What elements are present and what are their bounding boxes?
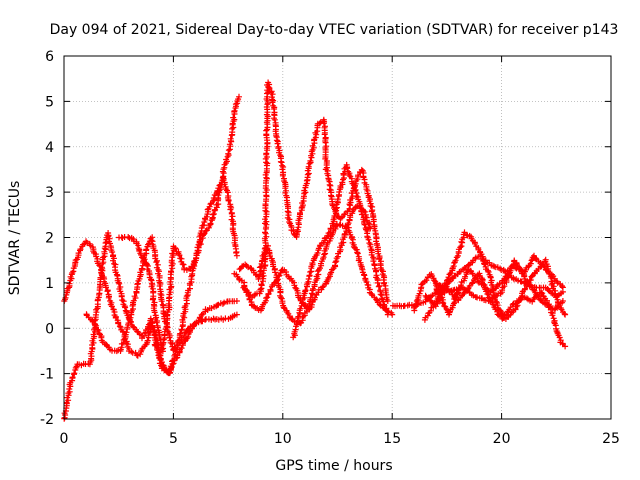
grid [64, 56, 611, 419]
series-track-4 [116, 93, 242, 355]
series-track-13 [433, 257, 566, 313]
plus-markers [83, 175, 240, 355]
series-layer [61, 79, 569, 422]
series-track-3 [83, 175, 240, 355]
series-line [118, 96, 240, 352]
plus-markers [290, 161, 391, 341]
y-tick-label: 3 [45, 185, 54, 201]
x-tick-label: 15 [383, 431, 401, 447]
x-tick-label: 5 [169, 431, 178, 447]
y-tick-label: 0 [45, 321, 54, 337]
x-tick-label: 20 [493, 431, 511, 447]
x-axis-label: GPS time / hours [275, 458, 392, 474]
plus-markers [61, 238, 240, 377]
plus-markers [116, 93, 242, 355]
x-axis: 0 5 10 15 20 25 [60, 56, 620, 447]
x-tick-label: 0 [60, 431, 69, 447]
plus-markers [422, 270, 569, 350]
x-tick-label: 10 [274, 431, 292, 447]
y-tick-label: 4 [45, 140, 54, 156]
y-tick-label: 5 [45, 94, 54, 110]
x-tick-label: 25 [602, 431, 620, 447]
plus-markers [240, 79, 391, 304]
y-tick-label: 6 [45, 49, 54, 65]
plus-markers [433, 257, 566, 313]
chart-title: Day 094 of 2021, Sidereal Day-to-day VTE… [50, 22, 619, 38]
y-tick-label: -2 [40, 412, 54, 428]
y-tick-label: 2 [45, 231, 54, 247]
y-tick-label: -1 [40, 367, 54, 383]
series-track-2 [61, 238, 240, 377]
y-axis-label: SDTVAR / TECUs [7, 181, 23, 296]
series-track-8 [290, 161, 391, 341]
series-track-6 [240, 79, 391, 304]
y-tick-label: 1 [45, 276, 54, 292]
series-track-12 [422, 270, 569, 350]
y-axis: -2 -1 0 1 2 3 4 5 6 [40, 49, 611, 428]
